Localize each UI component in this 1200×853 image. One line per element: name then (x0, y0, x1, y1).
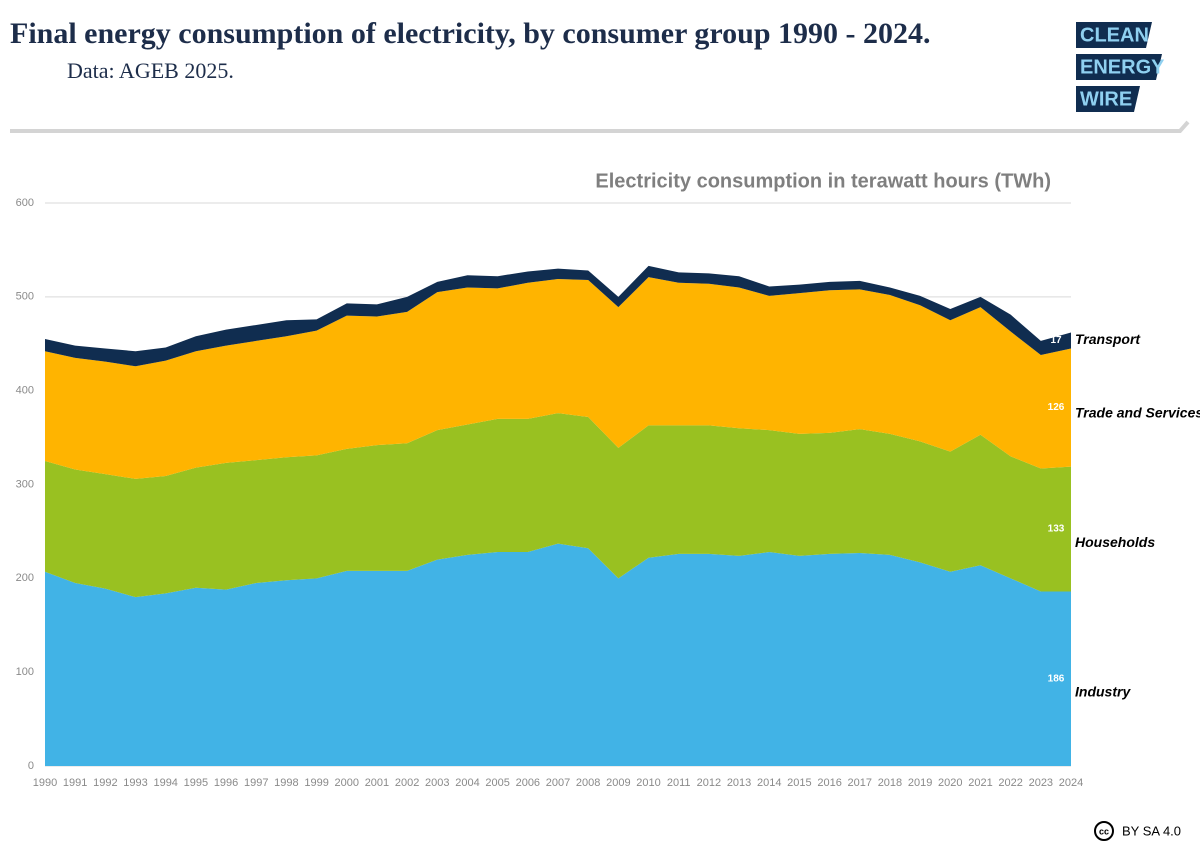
area (45, 543, 1071, 766)
page-subtitle: Data: AGEB 2025. (67, 58, 234, 83)
x-tick-label: 2010 (636, 777, 660, 789)
x-tick-label: 1995 (184, 777, 208, 789)
x-tick-label: 1999 (304, 777, 328, 789)
area (45, 265, 1071, 367)
value-label: 133 (1048, 524, 1065, 535)
chart-title: Electricity consumption in terawatt hour… (595, 170, 1051, 192)
x-tick-label: 1996 (214, 777, 238, 789)
header-rule (10, 120, 1190, 133)
x-tick-label: 2012 (697, 777, 721, 789)
series-label: Trade and Services (1075, 404, 1200, 420)
logo-bar (1076, 22, 1152, 48)
y-tick-label: 300 (16, 478, 34, 490)
x-tick-label: 1992 (93, 777, 117, 789)
x-tick-label: 2021 (968, 777, 992, 789)
x-tick-label: 2005 (485, 777, 509, 789)
x-tick-label: 2000 (335, 777, 359, 789)
cc-icon-text: cc (1099, 826, 1109, 836)
y-tick-label: 500 (16, 291, 34, 303)
plot: 0 100 200 300 400 500 600 186 Industry 133 Househo… (16, 197, 1200, 789)
cc-icon (1094, 821, 1114, 841)
series-label: Households (1075, 534, 1155, 550)
x-tick-label: 2004 (455, 777, 479, 789)
x-tick-label: 2016 (817, 777, 841, 789)
x-tick-label: 2015 (787, 777, 811, 789)
logo-text: ENERGY (1080, 56, 1165, 78)
logo-bar (1076, 86, 1140, 112)
license: BY SA 4.0 (1122, 823, 1181, 838)
x-tick-label: 2013 (727, 777, 751, 789)
x-tick-label: 2001 (365, 777, 389, 789)
value-label: 126 (1048, 402, 1065, 413)
series-label: Transport (1075, 331, 1141, 347)
x-tick-label: 1993 (123, 777, 147, 789)
x-tick-label: 2006 (516, 777, 540, 789)
y-tick-label: 0 (28, 760, 34, 772)
y-tick-label: 400 (16, 385, 34, 397)
x-tick-label: 2024 (1059, 777, 1083, 789)
x-tick-label: 2014 (757, 777, 781, 789)
logo-bar (1076, 54, 1162, 80)
series-label: Industry (1075, 683, 1131, 699)
x-tick-label: 2002 (395, 777, 419, 789)
x-tick-label: 2018 (878, 777, 902, 789)
value-label: 186 (1048, 673, 1065, 684)
x-tick-label: 1998 (274, 777, 298, 789)
y-tick-label: 600 (16, 197, 34, 209)
x-tick-label: 2017 (848, 777, 872, 789)
x-tick-label: 2019 (908, 777, 932, 789)
x-tick-label: 1990 (33, 777, 57, 789)
logo-text: WIRE (1080, 88, 1132, 110)
x-tick-label: 2009 (606, 777, 630, 789)
x-tick-label: 1997 (244, 777, 268, 789)
x-tick-label: 2008 (576, 777, 600, 789)
y-tick-label: 200 (16, 572, 34, 584)
x-tick-label: 2003 (425, 777, 449, 789)
x-tick-label: 2007 (546, 777, 570, 789)
x-tick-label: 2022 (998, 777, 1022, 789)
x-tick-label: 1994 (153, 777, 177, 789)
page-title: Final energy consumption of electricity,… (10, 17, 931, 50)
x-tick-label: 2023 (1029, 777, 1053, 789)
x-tick-label: 1991 (63, 777, 87, 789)
logo-text: CLEAN (1080, 24, 1149, 46)
x-tick-label: 2020 (938, 777, 962, 789)
x-tick-label: 2011 (667, 777, 691, 789)
area (45, 413, 1071, 598)
y-tick-label: 100 (16, 666, 34, 678)
value-label: 17 (1050, 335, 1062, 346)
area (45, 277, 1071, 479)
logo: CLEAN ENERGY WIRE (1076, 22, 1165, 112)
